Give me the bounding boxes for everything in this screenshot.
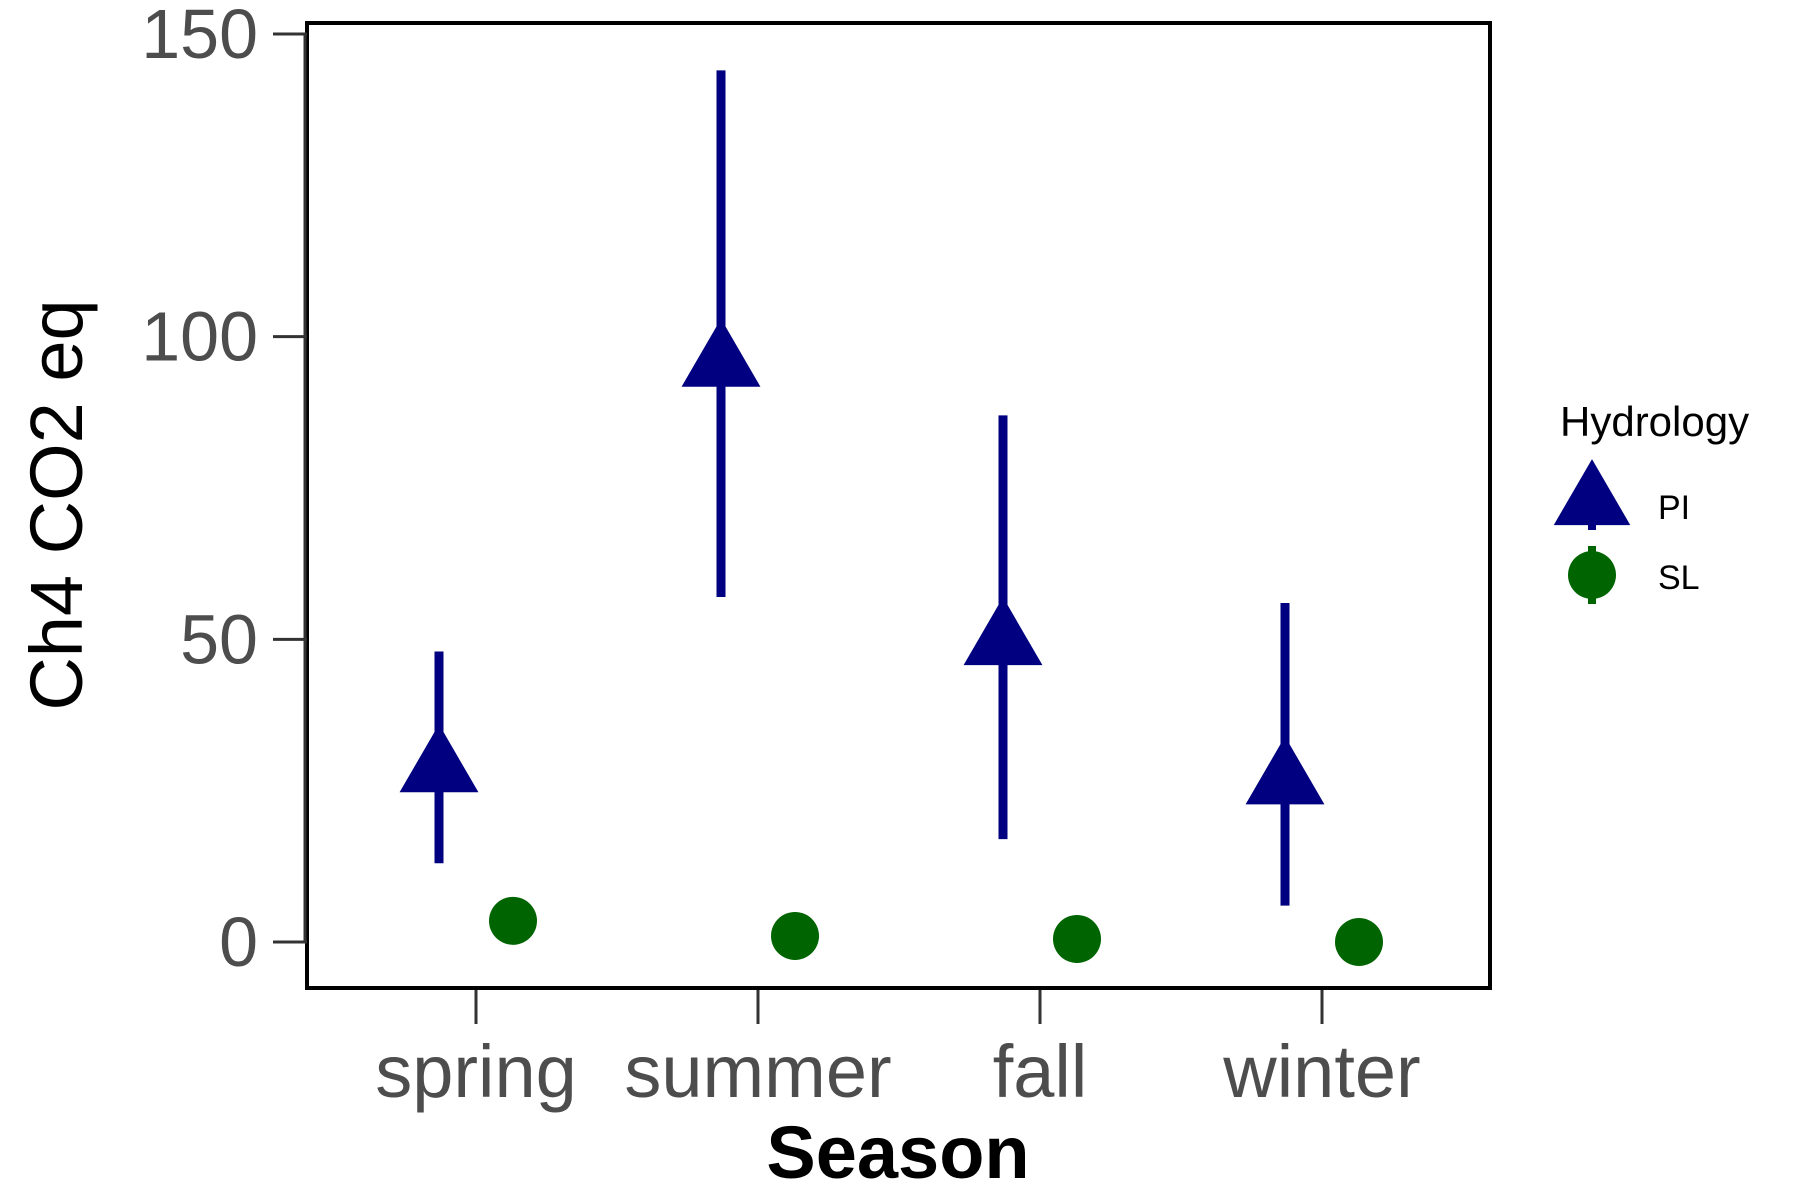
point-pi-winter: [1245, 736, 1325, 805]
point-pi-summer: [681, 318, 761, 387]
point-pi-fall: [963, 597, 1043, 666]
legend: Hydrology PI SL: [1553, 398, 1749, 604]
legend-label-pi: PI: [1658, 489, 1690, 527]
point-sl-spring: [489, 896, 537, 945]
x-axis: spring summer fall winter: [375, 990, 1421, 1113]
y-tick-label-0: 0: [219, 903, 258, 981]
x-tick-label-spring: spring: [375, 1030, 577, 1113]
x-tick-label-fall: fall: [993, 1030, 1088, 1113]
y-axis-title: Ch4 CO2 eq: [15, 299, 98, 710]
y-tick-label-100: 100: [141, 298, 258, 376]
x-tick-label-summer: summer: [624, 1030, 891, 1113]
point-sl-winter: [1335, 918, 1383, 966]
point-pi-spring: [399, 724, 479, 793]
point-sl-summer: [771, 911, 819, 960]
x-axis-title: Season: [766, 1111, 1029, 1194]
point-sl-fall: [1053, 914, 1101, 963]
legend-key-sl: [1568, 551, 1616, 599]
legend-keys: [1553, 459, 1631, 604]
y-tick-label-150: 150: [141, 0, 258, 73]
legend-title: Hydrology: [1560, 398, 1749, 445]
legend-key-pi: [1553, 459, 1631, 526]
plot-panel: [305, 21, 1492, 990]
legend-label-sl: SL: [1658, 559, 1700, 597]
y-axis: 0 50 100 150: [141, 0, 307, 981]
data-marks: [399, 70, 1383, 966]
x-tick-label-winter: winter: [1222, 1030, 1420, 1113]
y-tick-label-50: 50: [180, 600, 258, 678]
